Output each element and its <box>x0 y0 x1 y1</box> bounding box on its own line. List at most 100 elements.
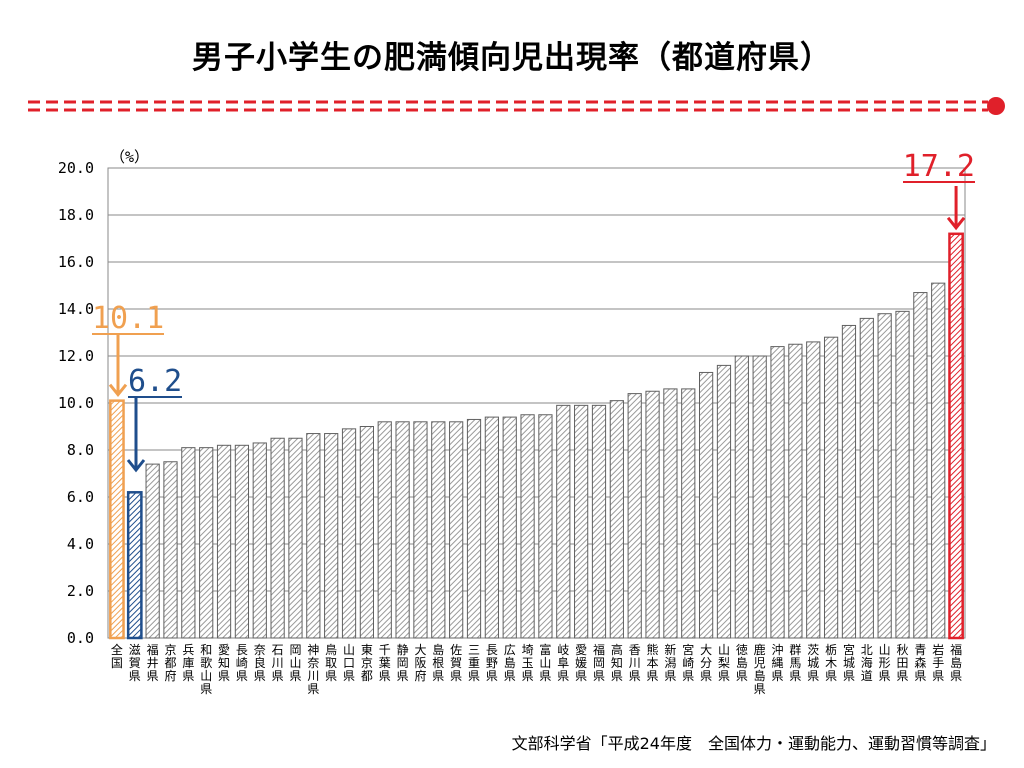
x-tick-char: 県 <box>682 669 694 683</box>
y-tick-label: 8.0 <box>67 441 94 459</box>
x-tick-char: 県 <box>772 669 784 683</box>
bar-滋賀県 <box>126 491 143 640</box>
x-tick-char: 県 <box>147 669 159 683</box>
x-tick-char: 石 <box>272 643 284 657</box>
bar-長野県 <box>484 416 499 639</box>
x-tick-char: 山 <box>879 643 891 657</box>
x-tick-char: 県 <box>950 669 962 683</box>
x-tick-char: 梨 <box>718 656 730 670</box>
rule-dot <box>987 97 1005 115</box>
x-tick-char: 県 <box>575 669 587 683</box>
x-tick-char: 新 <box>664 642 676 657</box>
bar-秋田県 <box>895 310 910 639</box>
bar-岩手県 <box>931 282 946 639</box>
x-tick-char: 大 <box>414 643 426 657</box>
x-tick-char: 森 <box>914 655 926 670</box>
x-tick-char: 和 <box>200 643 212 657</box>
bar-神奈川県 <box>306 433 321 639</box>
callout-blue: 6.2 <box>128 364 182 399</box>
bar-京都府 <box>163 461 178 639</box>
bar-山形県 <box>877 313 892 639</box>
bar-広島県 <box>502 416 517 639</box>
bar-愛知県 <box>216 444 232 639</box>
x-tick-char: 田 <box>897 656 909 670</box>
x-tick-char: 宮 <box>682 642 694 657</box>
bar-chart: 0.0 2.0 4.0 6.0 8.0 10.0 12.0 14.0 16.0 18.0 20.0 （… <box>58 148 975 696</box>
x-tick-char: 国 <box>111 656 123 670</box>
x-tick-char: 府 <box>414 668 426 683</box>
x-tick-char: 阪 <box>414 656 426 670</box>
bar-奈良県 <box>252 442 267 639</box>
x-tick-char: 県 <box>254 669 266 683</box>
x-tick-char: 県 <box>200 682 212 696</box>
bar-全国 <box>109 399 125 640</box>
bar-岡山県 <box>288 437 303 639</box>
x-tick-char: 岡 <box>397 656 409 670</box>
bar-青森県 <box>913 292 928 639</box>
x-tick-char: 重 <box>468 656 480 670</box>
y-tick-label: 10.0 <box>58 394 94 412</box>
x-tick-char: 川 <box>272 656 284 670</box>
x-tick-char: 都 <box>361 669 373 683</box>
bar-鹿児島県 <box>752 355 767 639</box>
bar-福岡県 <box>591 404 607 639</box>
x-tick-char: 根 <box>432 656 444 670</box>
bar-島根県 <box>431 421 446 639</box>
x-tick-char: 県 <box>593 669 605 683</box>
x-tick-char: 奈 <box>307 656 319 670</box>
x-tick-char: 媛 <box>575 656 587 670</box>
y-tick-label: 14.0 <box>58 300 94 318</box>
x-tick-char: 都 <box>164 656 176 670</box>
x-tick-char: 県 <box>629 669 641 683</box>
x-tick-char: 県 <box>236 669 248 683</box>
x-tick-char: 千 <box>379 643 391 657</box>
x-tick-char: 府 <box>164 668 176 683</box>
x-tick-char: 三 <box>468 643 480 657</box>
bar-鳥取県 <box>324 433 339 639</box>
x-tick-char: 城 <box>807 656 819 670</box>
x-tick-char: 鳥 <box>325 642 337 657</box>
x-tick-char: 山 <box>200 669 212 683</box>
x-tick-char: 馬 <box>789 656 801 670</box>
bar-山梨県 <box>716 364 732 639</box>
x-tick-char: 県 <box>397 669 409 683</box>
bar-香川県 <box>627 393 642 639</box>
bar-宮崎県 <box>681 388 696 639</box>
x-tick-char: 宮 <box>843 642 855 657</box>
x-tick-char: 縄 <box>772 655 784 670</box>
bar-愛媛県 <box>574 404 589 639</box>
x-tick-char: 秋 <box>897 643 909 657</box>
x-tick-char: 県 <box>807 669 819 683</box>
x-tick-char: 長 <box>236 643 248 657</box>
bar-富山県 <box>538 414 553 639</box>
bar-栃木県 <box>823 336 839 639</box>
x-tick-char: 賀 <box>129 656 141 670</box>
x-tick-char: 県 <box>468 669 480 683</box>
bar-千葉県 <box>377 421 392 639</box>
x-tick-char: 北 <box>861 643 873 657</box>
x-tick-char: 県 <box>432 669 444 683</box>
x-tick-char: 福 <box>147 642 159 657</box>
x-tick-char: 海 <box>861 655 873 670</box>
x-tick-char: 県 <box>182 669 194 683</box>
x-tick-char: 本 <box>647 656 659 670</box>
x-tick-char: 児 <box>754 656 766 670</box>
x-tick-char: 佐 <box>450 643 462 657</box>
callout-red: 17.2 <box>903 149 975 184</box>
x-tick-char: 県 <box>343 669 355 683</box>
x-tick-char: 東 <box>361 643 373 657</box>
bar-新潟県 <box>663 388 678 639</box>
x-tick-char: 井 <box>147 656 159 670</box>
x-tick-char: 奈 <box>254 643 266 657</box>
bar-福島県 <box>948 232 964 640</box>
bar-大分県 <box>699 371 714 639</box>
x-tick-char: 県 <box>914 669 926 683</box>
x-tick-char: 形 <box>879 656 891 670</box>
y-tick-label: 20.0 <box>58 159 94 177</box>
x-tick-char: 知 <box>611 656 623 670</box>
x-tick-char: 沖 <box>772 643 784 657</box>
y-tick-label: 2.0 <box>67 582 94 600</box>
x-tick-char: 鹿 <box>754 642 766 657</box>
x-tick-char: 口 <box>343 656 355 670</box>
x-tick-char: 県 <box>272 669 284 683</box>
